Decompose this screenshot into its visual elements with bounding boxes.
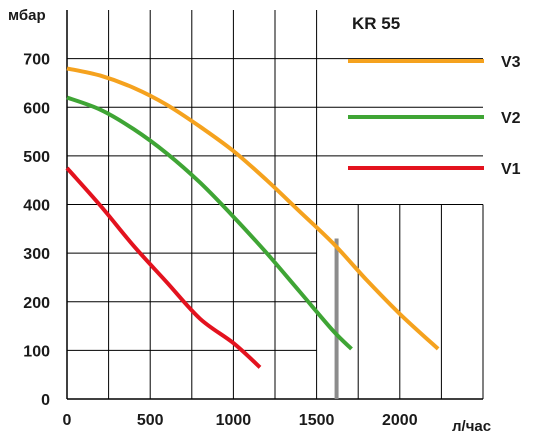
x-tick-label-1500: 1500: [299, 412, 335, 429]
series-lines: [65, 66, 440, 369]
x-tick-label-0: 0: [63, 412, 72, 429]
y-tick-label-0: 0: [41, 392, 50, 409]
legend-label-v1: V1: [501, 161, 521, 178]
x-tick-label-500: 500: [137, 412, 164, 429]
chart-title: KR 55: [352, 14, 400, 33]
series-line-v3: [66, 66, 440, 351]
y-axis-label: мбар: [8, 7, 46, 24]
y-tick-label-200: 200: [23, 295, 50, 312]
legend-label-v3: V3: [501, 54, 521, 71]
series-line-v1: [65, 166, 262, 369]
y-tick-label-400: 400: [23, 198, 50, 215]
tick-labels: 0 100 200 300 400 500 600 700 0 500 1000 1500 2000: [23, 52, 417, 429]
y-tick-label-500: 500: [23, 149, 50, 166]
x-tick-label-1000: 1000: [216, 412, 252, 429]
chart-grid: [67, 10, 484, 399]
y-tick-label-100: 100: [23, 343, 50, 360]
x-tick-label-2000: 2000: [382, 412, 418, 429]
x-axis-label: л/час: [452, 418, 491, 435]
legend-label-v2: V2: [501, 110, 521, 127]
y-tick-label-300: 300: [23, 246, 50, 263]
y-tick-label-700: 700: [23, 52, 50, 69]
chart-legend: V3 V2 V1: [348, 54, 521, 178]
y-tick-label-600: 600: [23, 100, 50, 117]
chart-axes: [66, 10, 483, 400]
series-line-v2: [66, 95, 353, 351]
